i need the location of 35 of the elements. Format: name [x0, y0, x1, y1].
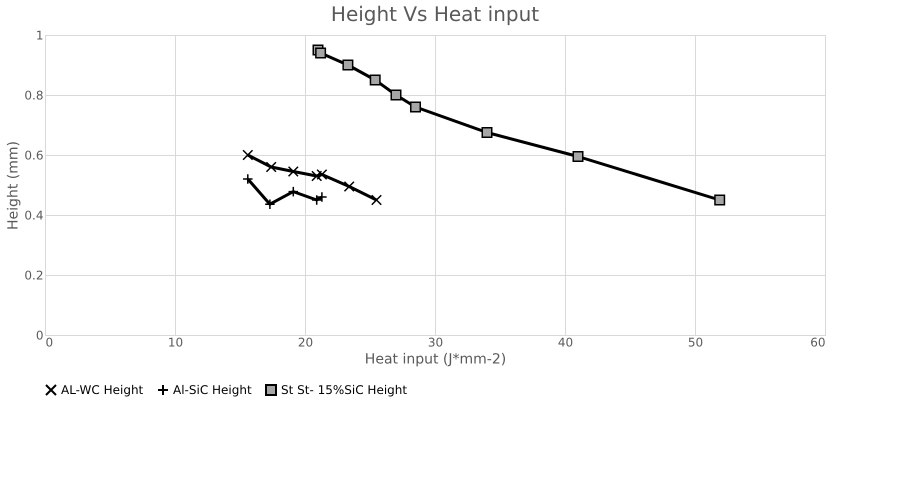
y-tick-label: 0.6 — [24, 148, 44, 162]
point — [315, 48, 326, 58]
point — [316, 169, 328, 180]
y-tick-label: 0.8 — [24, 88, 44, 102]
point — [370, 74, 381, 86]
x-tick-label: 30 — [428, 336, 444, 350]
y-tick-label: 0.2 — [24, 268, 44, 282]
y-tick-label: 1 — [36, 28, 44, 42]
point — [242, 174, 254, 184]
point — [344, 181, 355, 192]
point — [242, 150, 254, 160]
x-tick-label: 50 — [688, 336, 704, 350]
x-tick-label: 0 — [46, 336, 54, 350]
point — [316, 192, 328, 202]
point — [410, 102, 421, 112]
x-tick-label: 20 — [298, 336, 314, 350]
point — [288, 166, 299, 177]
point — [342, 60, 354, 70]
point — [371, 194, 382, 206]
x-tick-label: 10 — [168, 336, 184, 350]
y-tick-label: 0.4 — [24, 208, 44, 222]
x-tick-label: 40 — [558, 336, 574, 350]
point — [390, 90, 402, 100]
point — [266, 162, 277, 172]
point — [311, 170, 322, 182]
point — [714, 194, 726, 206]
legend-label: Al-SiC Height — [173, 383, 252, 397]
x-tick-label: 60 — [810, 336, 826, 350]
legend-label: St St- 15%SiC Height — [281, 383, 408, 397]
y-axis-title: Height (mm) — [5, 141, 22, 230]
x-axis-title: Heat input (J*mm-2) — [364, 352, 506, 368]
point — [572, 151, 584, 162]
legend-label: AL-WC Height — [61, 383, 144, 397]
point — [482, 127, 492, 138]
chart-title: Height Vs Heat input — [330, 2, 540, 26]
